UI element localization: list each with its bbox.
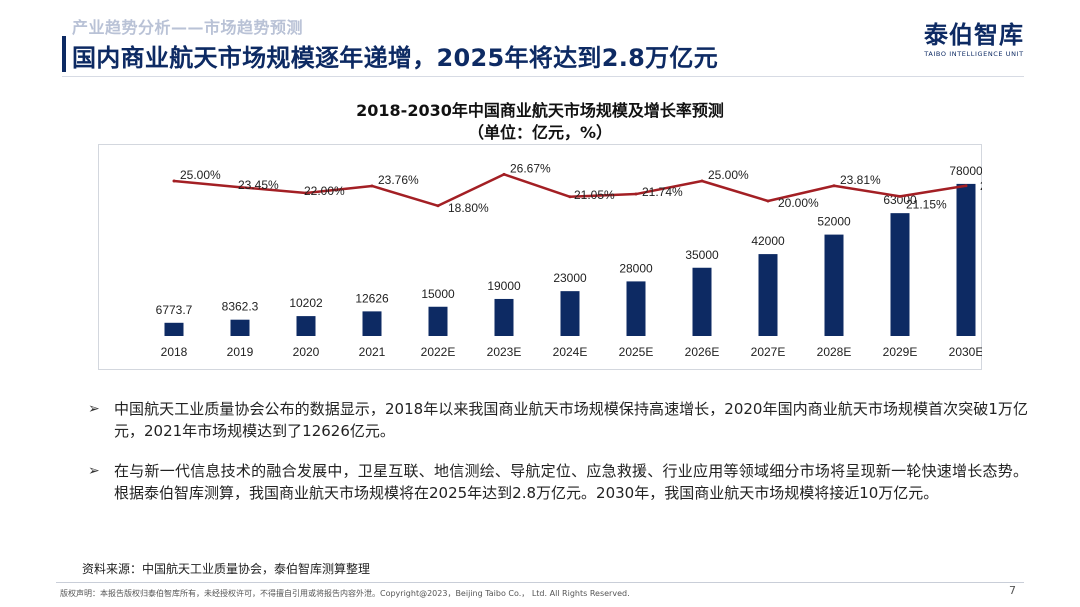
bullet-item: ➢ 在与新一代信息技术的融合发展中，卫星互联、地信测绘、导航定位、应急救援、行业… xyxy=(88,460,1028,504)
bullet-text: 中国航天工业质量协会公布的数据显示，2018年以来我国商业航天市场规模保持高速增… xyxy=(114,400,1028,440)
growth-rate-point xyxy=(634,192,638,196)
x-tick-label: 2029E xyxy=(883,345,918,359)
bar-2024E xyxy=(560,291,580,336)
bar-2023E xyxy=(494,298,514,336)
growth-rate-point xyxy=(304,191,308,195)
bar-value-label: 63000 xyxy=(883,193,917,207)
bar-2019 xyxy=(230,319,250,336)
bar-2028E xyxy=(824,234,844,336)
growth-rate-point xyxy=(172,179,176,183)
bar-value-label: 19000 xyxy=(487,279,521,293)
growth-rate-label: 23.45% xyxy=(238,178,279,192)
growth-rate-point xyxy=(502,172,506,176)
bar-2020 xyxy=(296,316,316,336)
header-divider xyxy=(62,76,1024,77)
growth-rate-label: 22.00% xyxy=(304,184,345,198)
growth-rate-label: 23.81% xyxy=(980,179,982,193)
data-source: 资料来源：中国航天工业质量协会，泰伯智库测算整理 xyxy=(82,562,371,576)
growth-rate-label: 23.76% xyxy=(378,173,419,187)
growth-rate-label: 21.05% xyxy=(574,188,615,202)
chart-frame xyxy=(98,144,982,370)
bar-value-label: 12626 xyxy=(355,291,389,305)
bar-2029E xyxy=(890,213,910,336)
x-tick-label: 2025E xyxy=(619,345,654,359)
growth-rate-point xyxy=(832,184,836,188)
page-number: 7 xyxy=(1009,584,1016,597)
bar-value-label: 28000 xyxy=(619,261,653,275)
growth-rate-label: 20.00% xyxy=(778,196,819,210)
x-tick-label: 2019 xyxy=(227,345,254,359)
bar-value-label: 10202 xyxy=(289,296,323,310)
growth-rate-point xyxy=(436,204,440,208)
bar-2026E xyxy=(692,267,712,336)
x-tick-label: 2026E xyxy=(685,345,720,359)
bar-2027E xyxy=(758,254,778,336)
bar-2022E xyxy=(428,306,448,336)
logo-text-cn: 泰伯智库 xyxy=(924,21,1024,49)
growth-rate-label: 26.67% xyxy=(510,161,551,175)
growth-rate-point xyxy=(700,179,704,183)
bar-value-label: 78000 xyxy=(949,164,982,178)
bullet-arrow-icon: ➢ xyxy=(88,463,100,479)
growth-rate-label: 25.00% xyxy=(708,168,749,182)
growth-rate-label: 23.81% xyxy=(840,173,881,187)
bullet-arrow-icon: ➢ xyxy=(88,401,100,417)
bar-value-label: 6773.7 xyxy=(156,303,193,317)
bullet-list: ➢ 中国航天工业质量协会公布的数据显示，2018年以来我国商业航天市场规模保持高… xyxy=(88,398,1028,522)
brand-logo: 泰伯智库 TAIBO INTELLIGENCE UNIT xyxy=(924,22,1024,58)
bar-value-label: 15000 xyxy=(421,287,455,301)
bar-2025E xyxy=(626,281,646,336)
growth-rate-label: 21.15% xyxy=(906,197,947,211)
growth-rate-point xyxy=(898,194,902,198)
x-tick-label: 2030E xyxy=(949,345,982,359)
growth-rate-point xyxy=(370,184,374,188)
x-tick-label: 2024E xyxy=(553,345,588,359)
growth-rate-label: 25.00% xyxy=(180,168,221,182)
copyright-notice: 版权声明：本报告版权归泰伯智库所有，未经授权许可，不得擅自引用或将报告内容外泄。… xyxy=(60,589,630,598)
growth-rate-point xyxy=(964,184,968,188)
bar-2030E xyxy=(956,183,976,336)
growth-rate-point xyxy=(568,195,572,199)
logo-text-en: TAIBO INTELLIGENCE UNIT xyxy=(924,50,1024,58)
section-subtitle: 产业趋势分析——市场趋势预测 xyxy=(72,18,304,37)
bar-value-label: 23000 xyxy=(553,271,587,285)
chart-title: 2018-2030年中国商业航天市场规模及增长率预测 （单位：亿元，%） xyxy=(98,100,982,144)
bar-2021 xyxy=(362,311,382,336)
bar-value-label: 8362.3 xyxy=(222,300,259,314)
bullet-item: ➢ 中国航天工业质量协会公布的数据显示，2018年以来我国商业航天市场规模保持高… xyxy=(88,398,1028,442)
growth-rate-point xyxy=(238,185,242,189)
x-tick-label: 2018 xyxy=(161,345,188,359)
title-accent-bar xyxy=(62,36,66,72)
bar-value-label: 52000 xyxy=(817,215,851,229)
chart-title-line1: 2018-2030年中国商业航天市场规模及增长率预测 xyxy=(356,101,724,120)
x-tick-label: 2020 xyxy=(293,345,320,359)
x-tick-label: 2027E xyxy=(751,345,786,359)
x-tick-label: 2021 xyxy=(359,345,386,359)
x-tick-label: 2028E xyxy=(817,345,852,359)
footer-divider xyxy=(56,582,1024,583)
chart-title-line2: （单位：亿元，%） xyxy=(467,123,613,142)
bar-2018 xyxy=(164,322,184,336)
bullet-text: 在与新一代信息技术的融合发展中，卫星互联、地信测绘、导航定位、应急救援、行业应用… xyxy=(114,462,1028,502)
growth-rate-point xyxy=(766,199,770,203)
x-tick-label: 2022E xyxy=(421,345,456,359)
bar-value-label: 42000 xyxy=(751,234,785,248)
growth-rate-label: 18.80% xyxy=(448,201,489,215)
x-tick-label: 2023E xyxy=(487,345,522,359)
growth-rate-label: 21.74% xyxy=(642,185,683,199)
page-title: 国内商业航天市场规模逐年递增，2025年将达到2.8万亿元 xyxy=(72,44,719,72)
market-size-chart: 6773.7 2018 8362.3 2019 10202 2020 12626 2021 15… xyxy=(156,161,982,359)
bar-value-label: 35000 xyxy=(685,248,719,262)
